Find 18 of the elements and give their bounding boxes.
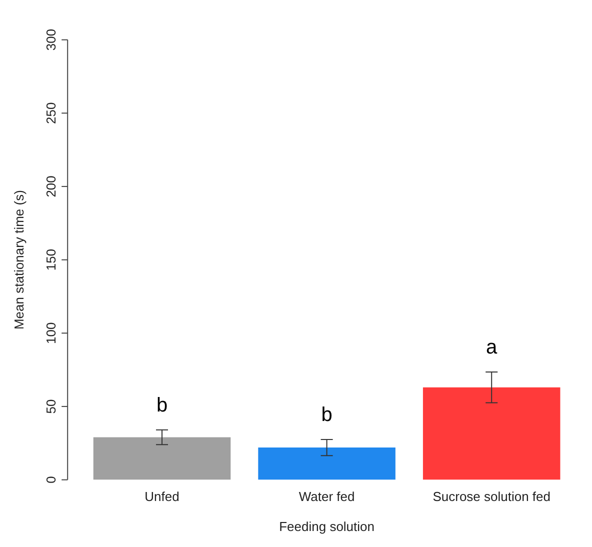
bar [93,437,231,480]
y-tick-label: 250 [44,102,59,124]
bar [258,448,396,480]
x-tick-label: Sucrose solution fed [432,489,550,504]
annotation: b [321,404,332,426]
x-axis-title: Feeding solution [279,518,375,534]
y-tick-label: 300 [44,28,59,51]
bar [422,387,560,480]
y-tick-label: 100 [44,322,59,344]
y-axis-title: Mean stationary time (s) [11,190,26,330]
annotation: b [156,394,168,416]
y-tick-label: 0 [44,476,59,484]
y-tick-label: 200 [44,176,59,198]
annotation: a [486,336,498,359]
y-tick-label: 150 [44,248,59,271]
y-tick-label: 50 [44,399,59,414]
x-tick-label: Unfed [144,489,180,504]
x-tick-label: Water fed [298,489,355,504]
